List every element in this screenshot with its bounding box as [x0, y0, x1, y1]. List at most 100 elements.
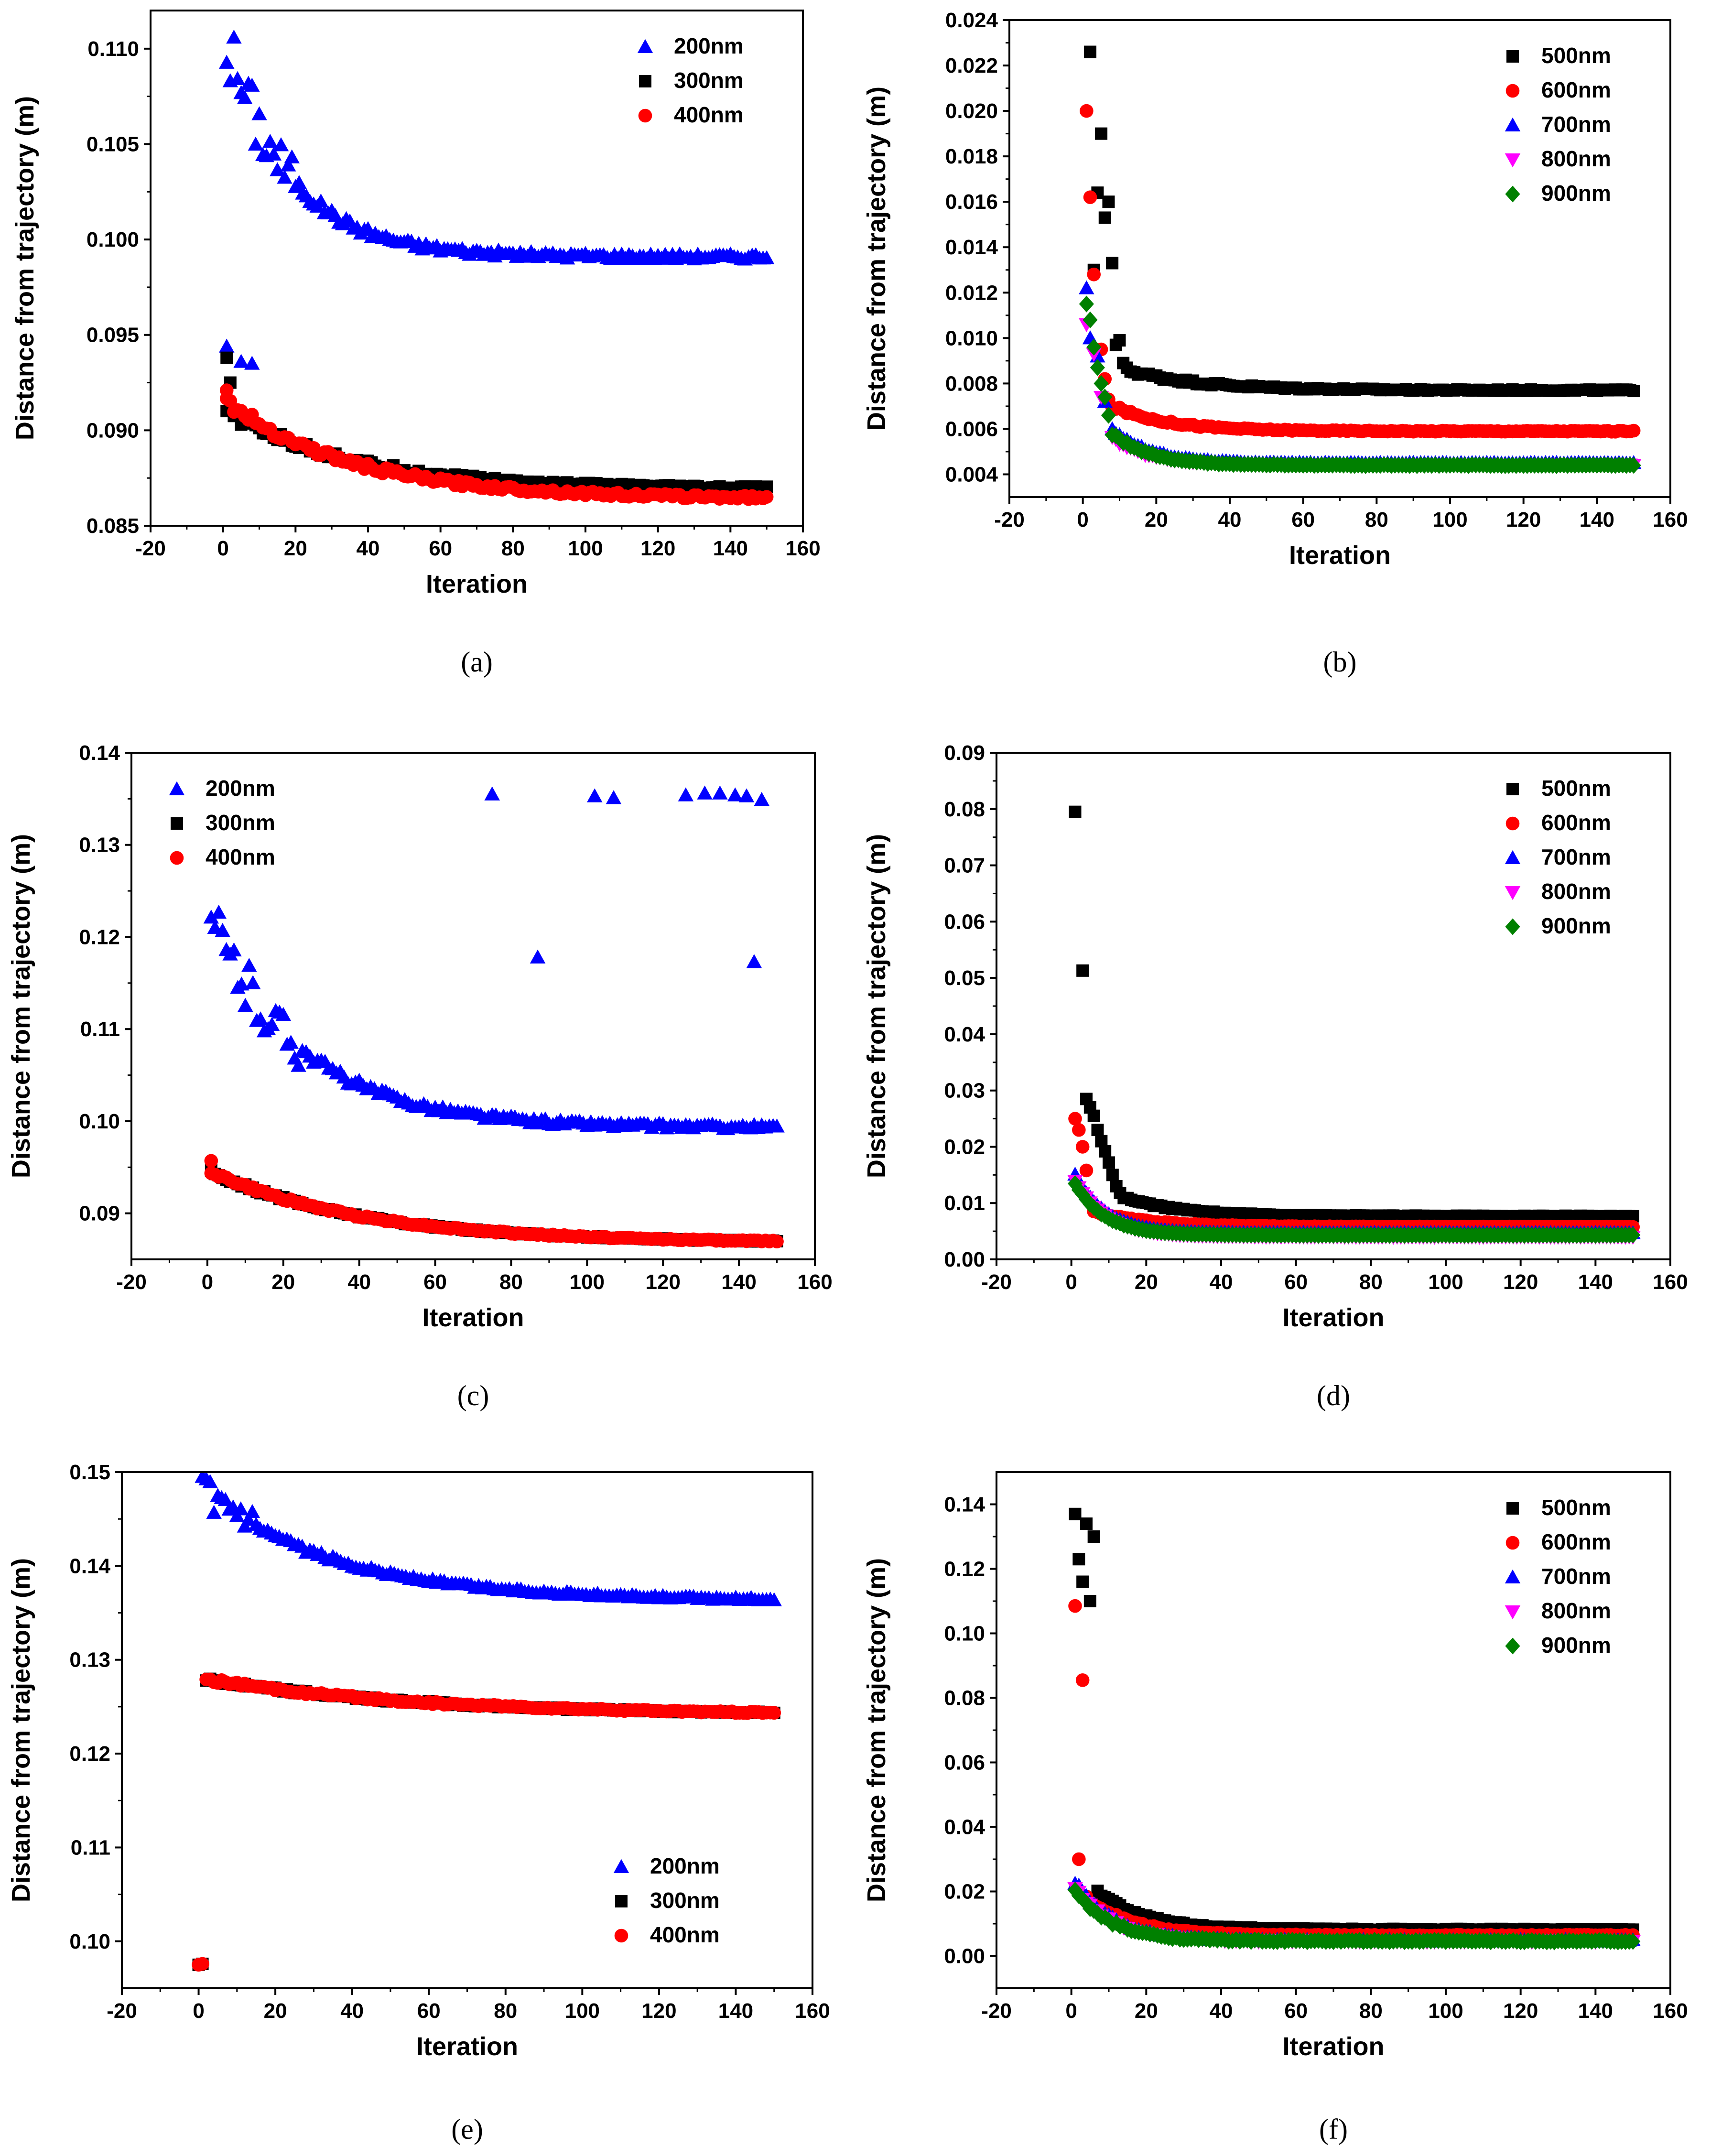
chart-b-svg: -20 0 20 40 60 80 100 120 140 160 0.004 0.006 0.008 0…	[862, 9, 1688, 678]
900nm-point	[1079, 295, 1094, 313]
legend-label-900nm: 900nm	[1541, 913, 1611, 938]
series-400nm	[204, 1154, 784, 1249]
500nm-point	[1098, 211, 1111, 224]
200nm-point	[738, 788, 755, 802]
500nm-point	[1117, 357, 1130, 369]
chart-a-svg: -20 0 20 40 60 80 100 120 140 160 0.085 0.090 0.095 0…	[11, 10, 821, 678]
x-tick-label: 140	[718, 1999, 753, 2023]
200nm-point	[226, 29, 242, 44]
y-tick-label: 0.06	[944, 910, 985, 933]
x-tick-label: 40	[1218, 508, 1242, 531]
legend-label-400nm: 400nm	[650, 1922, 720, 1947]
600nm-point	[1080, 104, 1094, 118]
200nm-point	[291, 175, 307, 189]
x-axis-title: Iteration	[1282, 2032, 1384, 2061]
y-tick-label: 0.13	[79, 834, 120, 857]
y-tick-label: 0.14	[79, 741, 120, 765]
200nm-point	[586, 788, 603, 802]
200nm-point	[275, 1007, 292, 1021]
y-tick-label: 0.008	[945, 372, 998, 395]
legend-marker-300nm	[615, 1895, 628, 1907]
600nm-point	[1075, 1140, 1090, 1154]
x-tick-label: 20	[1135, 1999, 1158, 2023]
900nm-point	[1625, 1226, 1641, 1244]
y-tick-label: 0.020	[945, 99, 998, 123]
x-tick-label: 120	[641, 1999, 676, 2023]
900nm-point	[1626, 457, 1641, 474]
900nm-point	[1625, 1933, 1641, 1950]
x-tick-label: 80	[494, 1999, 517, 2023]
x-tick-label: 140	[1580, 508, 1614, 531]
legend-marker-400nm	[170, 851, 184, 865]
x-tick-label: 20	[284, 537, 307, 560]
legend-marker-500nm	[1506, 1502, 1519, 1515]
legend-marker-700nm	[1505, 1569, 1521, 1583]
legend-marker-800nm	[1505, 886, 1521, 900]
y-tick-label: 0.110	[87, 37, 139, 61]
x-tick-label: 0	[202, 1270, 213, 1294]
y-tick-label: 0.12	[79, 925, 120, 949]
y-tick-label: 0.018	[945, 145, 998, 168]
x-tick-label: 60	[1284, 1999, 1308, 2023]
y-tick-label: 0.05	[944, 966, 985, 990]
x-tick-label: 0	[1065, 1270, 1077, 1294]
x-tick-label: 40	[1210, 1999, 1233, 2023]
y-axis-title: Distance from trajectory (m)	[862, 87, 891, 431]
y-tick-label: 0.09	[79, 1202, 120, 1225]
legend-label-700nm: 700nm	[1541, 845, 1611, 869]
legend-label-700nm: 700nm	[1541, 1564, 1611, 1589]
legend-label-700nm: 700nm	[1541, 112, 1611, 137]
legend-marker-400nm	[638, 108, 652, 123]
200nm-point	[241, 958, 257, 972]
x-tick-label: 160	[785, 537, 820, 560]
900nm-point	[1071, 1181, 1086, 1199]
legend-label-800nm: 800nm	[1541, 879, 1611, 904]
panel-caption: (d)	[1317, 1380, 1350, 1411]
x-tick-label: -20	[135, 537, 166, 560]
500nm-point	[1087, 1530, 1100, 1543]
200nm-point	[313, 194, 329, 208]
500nm-point	[1106, 257, 1119, 270]
200nm-point	[266, 146, 282, 161]
500nm-point	[1102, 195, 1115, 208]
y-tick-label: 0.09	[944, 741, 985, 765]
200nm-point	[758, 250, 775, 264]
legend-marker-600nm	[1505, 1536, 1520, 1550]
600nm-point	[1087, 267, 1101, 282]
legend: 200nm 300nm 400nm	[169, 776, 275, 869]
y-tick-label: 0.00	[944, 1248, 985, 1271]
x-tick-label: 100	[1432, 508, 1467, 531]
series-200nm	[203, 785, 785, 1136]
chart-f-svg: -20 0 20 40 60 80 100 120 140 160 0.00 0.02 0.04 0.06…	[862, 1471, 1688, 2145]
200nm-point	[244, 356, 260, 370]
x-tick-label: 80	[1365, 508, 1388, 531]
chart-panel-b: -20 0 20 40 60 80 100 120 140 160 0.004 0.006 0.008 0…	[856, 0, 1711, 688]
x-tick-label: 20	[264, 1999, 287, 2023]
y-tick-label: 0.085	[87, 514, 139, 538]
y-tick-label: 0.016	[945, 190, 998, 214]
x-tick-label: 140	[721, 1270, 756, 1294]
x-tick-label: 80	[499, 1270, 523, 1294]
y-tick-label: 0.00	[944, 1945, 985, 1968]
legend: 200nm 300nm 400nm	[637, 33, 744, 127]
x-tick-label: 160	[795, 1999, 830, 2023]
y-tick-label: 0.006	[945, 417, 998, 441]
chart-e-svg: -20 0 20 40 60 80 100 120 140 160 0.10 0.11 0.12 0.13…	[7, 1461, 830, 2145]
x-tick-label: 100	[570, 1270, 605, 1294]
panel-caption: (c)	[457, 1380, 489, 1411]
200nm-point	[240, 1512, 257, 1526]
x-tick-label: 60	[423, 1270, 447, 1294]
900nm-point	[1097, 389, 1113, 406]
chart-c-svg: -20 0 20 40 60 80 100 120 140 160 0.09 0.10 0.11 0.12…	[7, 741, 833, 1411]
legend-marker-200nm	[637, 39, 653, 53]
200nm-point	[766, 1592, 782, 1606]
legend-label-200nm: 200nm	[650, 1853, 720, 1878]
200nm-point	[769, 1118, 785, 1133]
600nm-point	[1072, 1852, 1086, 1866]
600nm-point	[1072, 1123, 1086, 1137]
500nm-point	[1099, 1145, 1112, 1158]
y-tick-label: 0.02	[944, 1135, 985, 1159]
data-layer	[192, 1472, 782, 1972]
legend-marker-800nm	[1505, 1605, 1521, 1620]
500nm-point	[1084, 45, 1097, 58]
